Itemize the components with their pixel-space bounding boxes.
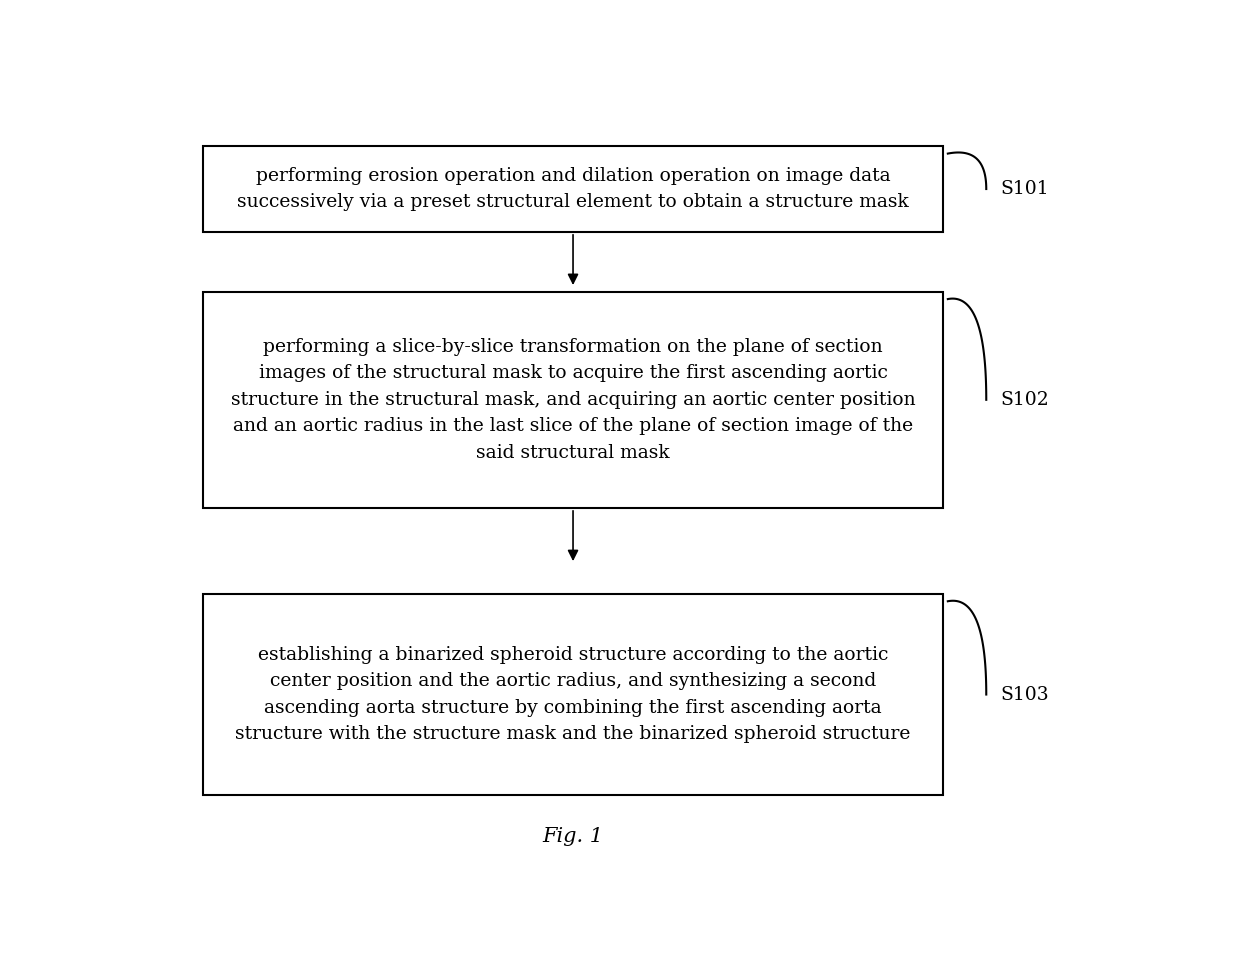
- FancyBboxPatch shape: [203, 292, 944, 508]
- Text: S101: S101: [1001, 180, 1049, 198]
- FancyBboxPatch shape: [203, 146, 944, 232]
- Text: establishing a binarized spheroid structure according to the aortic
center posit: establishing a binarized spheroid struct…: [236, 646, 910, 743]
- Text: performing a slice-by-slice transformation on the plane of section
images of the: performing a slice-by-slice transformati…: [231, 338, 915, 461]
- Text: S102: S102: [1001, 391, 1049, 409]
- FancyBboxPatch shape: [203, 594, 944, 796]
- Text: Fig. 1: Fig. 1: [543, 827, 604, 846]
- Text: performing erosion operation and dilation operation on image data
successively v: performing erosion operation and dilatio…: [237, 167, 909, 211]
- Text: S103: S103: [1001, 685, 1049, 703]
